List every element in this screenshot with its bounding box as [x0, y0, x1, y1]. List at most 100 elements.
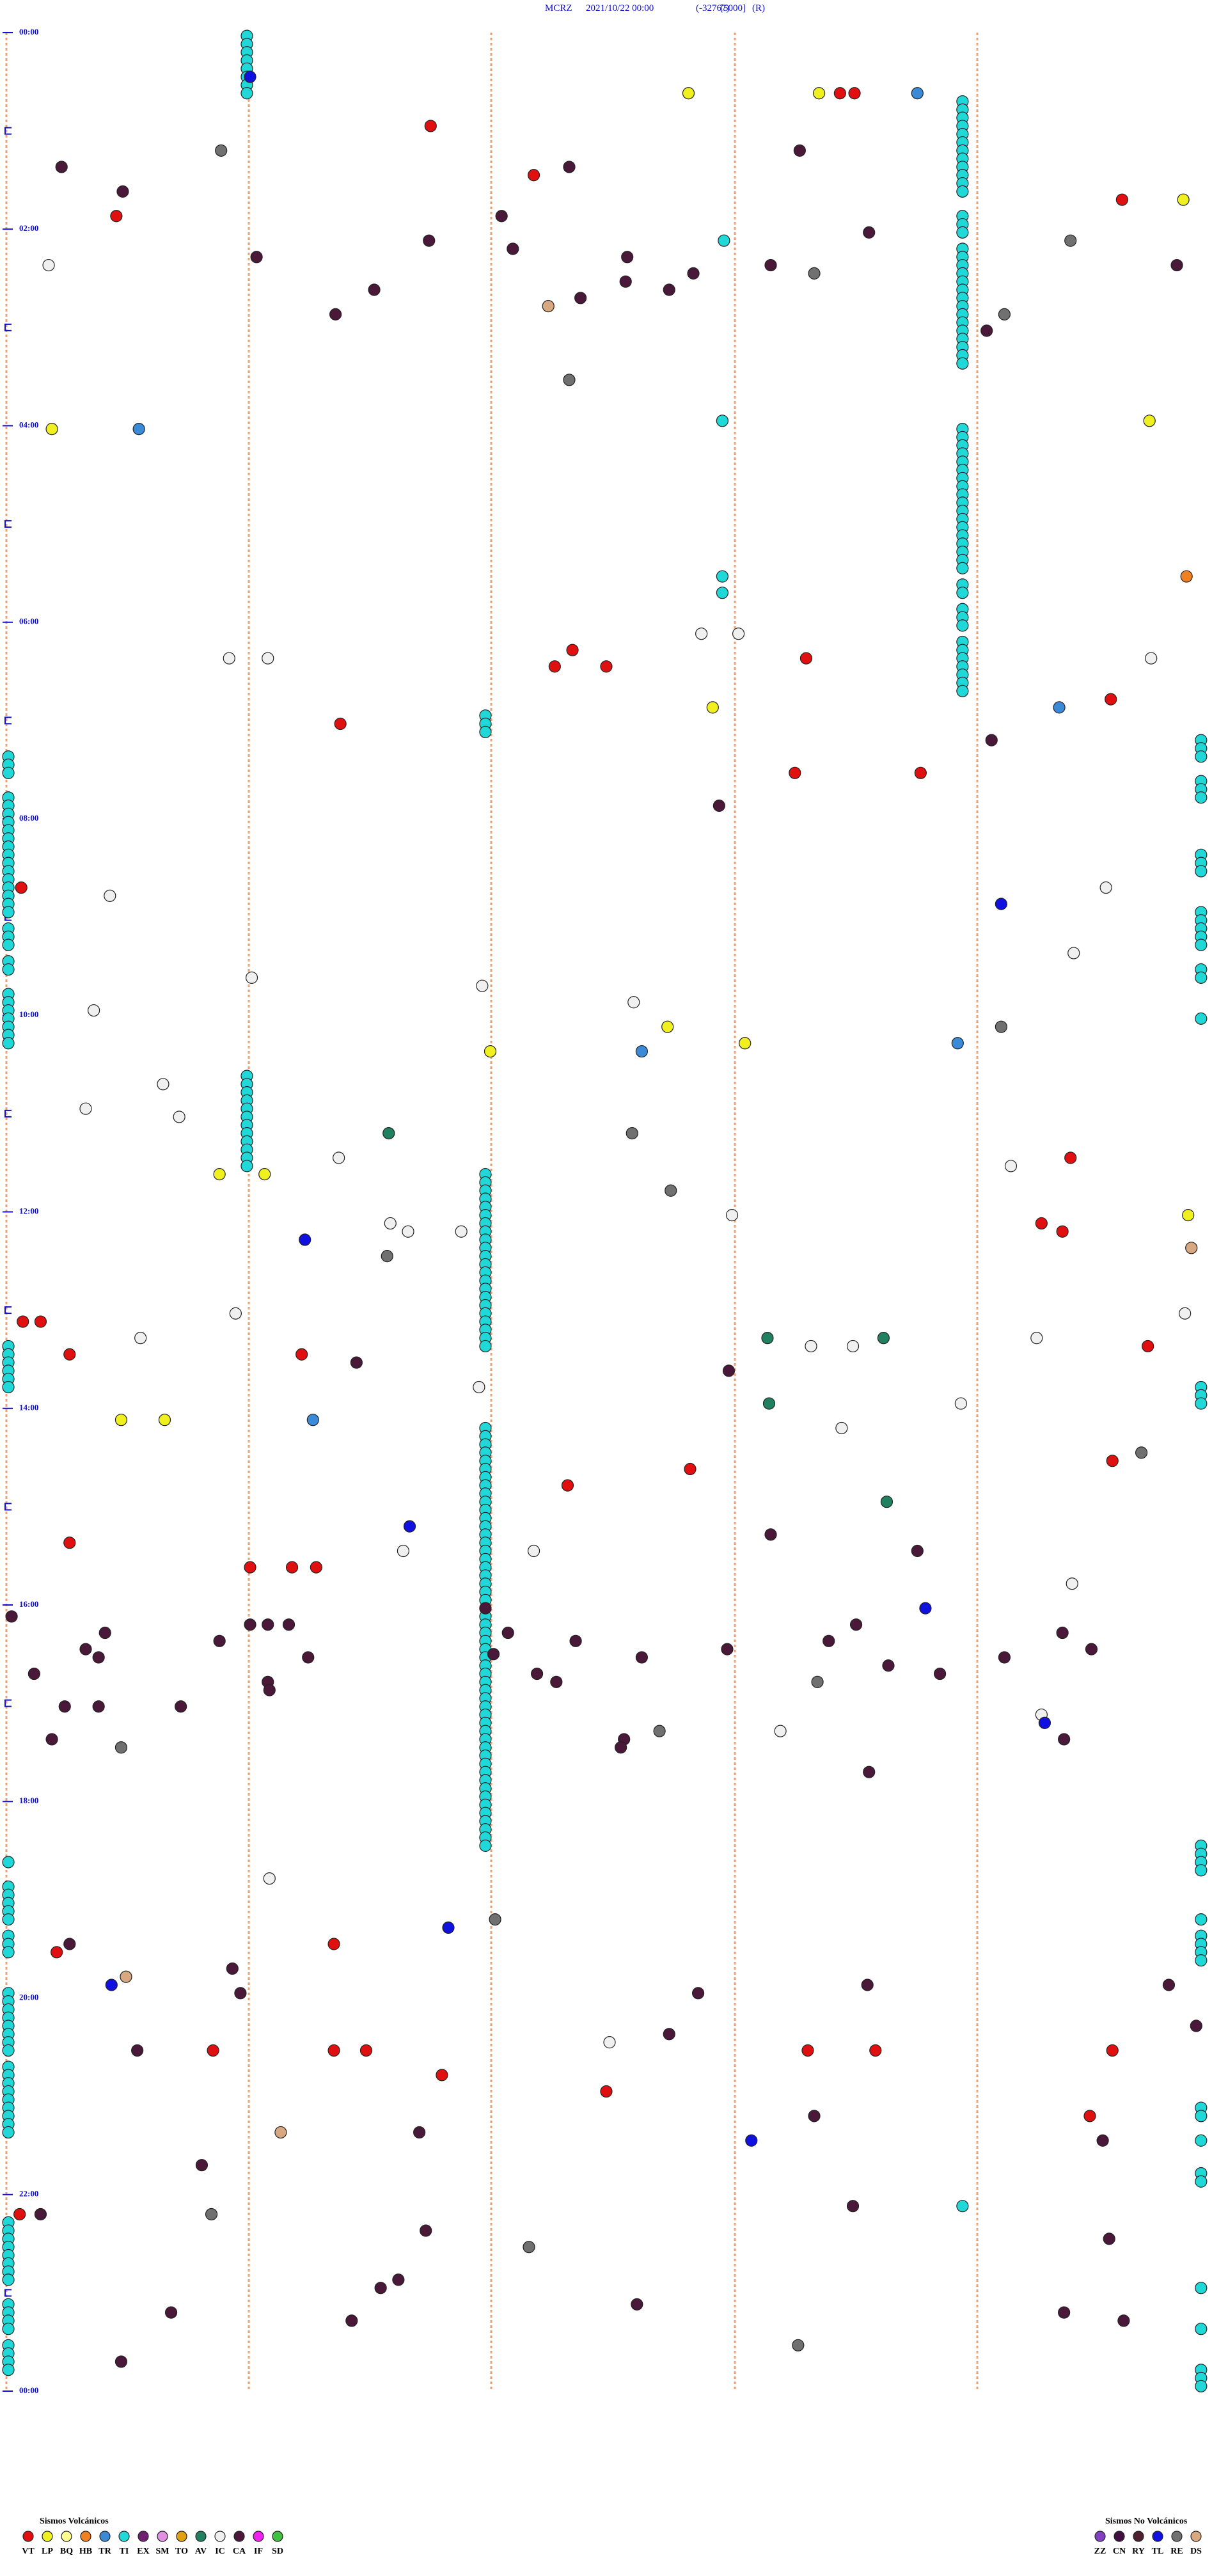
event-dot — [1115, 193, 1128, 206]
event-dot — [489, 1913, 501, 1926]
event-dot — [1066, 1577, 1078, 1590]
event-dot — [1106, 1455, 1119, 1467]
time-label: 04:00 — [19, 420, 38, 429]
event-dot — [527, 1544, 540, 1558]
station: MCRZ — [545, 3, 572, 13]
event-dot — [17, 1315, 29, 1328]
event-dot — [956, 226, 969, 239]
event-dot — [1106, 2044, 1119, 2057]
event-dot — [914, 766, 927, 779]
event-dot — [175, 1700, 187, 1713]
event-dot — [1195, 791, 1208, 804]
event-dot — [131, 2044, 144, 2057]
event-dot — [1195, 1397, 1208, 1410]
event-dot — [262, 652, 274, 665]
event-dot — [368, 283, 381, 296]
mode: (R) — [752, 3, 765, 13]
event-dot — [561, 1479, 574, 1492]
event-dot — [762, 1397, 776, 1410]
hour-bracket — [4, 1306, 12, 1315]
time-label: 08:00 — [19, 813, 38, 823]
time-label: 12:00 — [19, 1206, 38, 1215]
event-dot — [359, 2044, 373, 2057]
time-label: 14:00 — [19, 1403, 38, 1412]
events — [2, 29, 1208, 2392]
event-dot — [661, 1020, 674, 1033]
time-label: 18:00 — [19, 1796, 38, 1805]
event-dot — [995, 1020, 1007, 1033]
event-dot — [1145, 652, 1158, 665]
event-dot — [195, 2159, 209, 2172]
legend-swatch — [99, 2531, 111, 2542]
event-dot — [799, 652, 813, 665]
event-dot — [110, 210, 123, 223]
event-dot — [116, 185, 129, 198]
event-dot — [229, 1307, 242, 1320]
event-dot — [402, 1225, 414, 1238]
event-dot — [998, 308, 1011, 320]
event-dot — [327, 1938, 340, 1950]
event-dot — [1170, 258, 1183, 272]
event-dot — [282, 1618, 295, 1631]
event-dot — [1180, 570, 1193, 583]
date: 2021/10/22 00:00 — [586, 3, 654, 13]
event-dot — [334, 717, 347, 731]
legend-swatch — [1152, 2531, 1163, 2542]
event-dot — [245, 971, 258, 984]
event-dot — [600, 660, 613, 673]
event-dot — [684, 1462, 697, 1476]
legend-label: IF — [254, 2547, 263, 2556]
event-dot — [635, 1045, 649, 1058]
event-dot — [869, 2044, 882, 2057]
legend-swatch — [42, 2531, 53, 2542]
event-dot — [45, 1733, 58, 1746]
event-dot — [722, 1364, 736, 1377]
event-dot — [933, 1667, 947, 1680]
event-dot — [98, 1626, 111, 1640]
event-dot — [105, 1979, 118, 1991]
event-dot — [382, 1126, 395, 1140]
event-dot — [1195, 2323, 1208, 2335]
event-dot — [846, 1339, 860, 1353]
event-dot — [691, 1987, 705, 2000]
event-dot — [58, 1700, 71, 1713]
event-dot — [653, 1725, 666, 1737]
event-dot — [563, 161, 576, 173]
event-dot — [2, 1913, 15, 1926]
event-dot — [114, 1741, 128, 1754]
event-dot — [739, 1037, 752, 1050]
legend-label: SD — [272, 2547, 283, 2556]
event-dot — [306, 1414, 319, 1426]
event-dot — [764, 258, 777, 272]
event-dot — [226, 1962, 239, 1975]
event-dot — [403, 1520, 416, 1533]
event-dot — [104, 889, 116, 902]
event-dot — [725, 1209, 739, 1222]
event-dot — [615, 1741, 627, 1754]
legend-label: CA — [233, 2547, 246, 2556]
legend-swatch — [80, 2531, 91, 2542]
event-dot — [716, 587, 729, 599]
event-dot — [861, 1979, 874, 1991]
legend-swatch — [176, 2531, 187, 2542]
event-dot — [1064, 1151, 1077, 1164]
event-dot — [213, 1168, 226, 1181]
legend-swatch — [233, 2531, 245, 2542]
event-dot — [299, 1233, 311, 1246]
event-dot — [801, 2044, 814, 2057]
event-dot — [1038, 1716, 1051, 1729]
event-dot — [262, 1618, 274, 1631]
event-dot — [1195, 1954, 1208, 1967]
legend-swatch — [214, 2531, 226, 2542]
legend-swatch — [1171, 2531, 1183, 2542]
event-dot — [1056, 1626, 1069, 1640]
event-dot — [244, 1618, 256, 1631]
time-label: 02:00 — [19, 223, 38, 233]
hour-bracket — [4, 1503, 12, 1511]
event-dot — [1117, 2314, 1130, 2327]
event-dot — [2, 1856, 15, 1869]
event-dot — [626, 1126, 638, 1140]
event-dot — [34, 2208, 47, 2221]
time-label: 22:00 — [19, 2189, 38, 2199]
event-dot — [732, 628, 745, 640]
